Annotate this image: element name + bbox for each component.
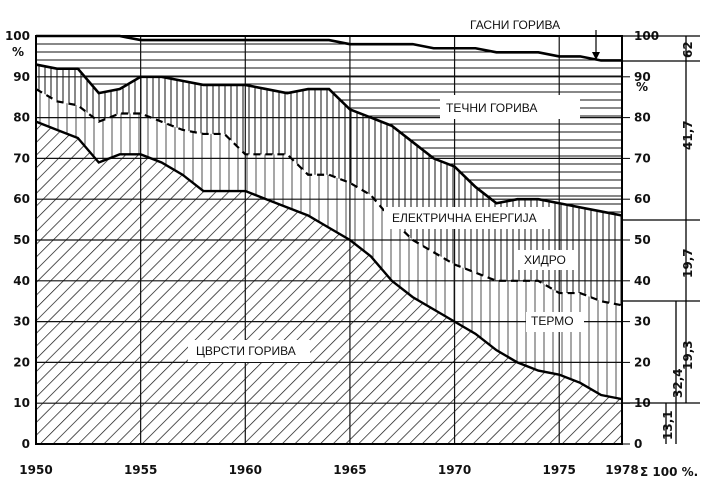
bracket-label-solid-lower: 13,1	[661, 410, 675, 440]
label-gas-fuels: ГАСНИ ГОРИВА	[470, 18, 560, 32]
left-tick-label: 10	[13, 396, 30, 410]
area-1	[36, 121, 622, 445]
x-tick-label: 1978	[605, 463, 638, 477]
area-6	[36, 36, 622, 61]
x-tick-label: 1960	[229, 463, 262, 477]
left-tick-label: 40	[13, 274, 30, 288]
left-tick-label: 50	[13, 233, 30, 247]
x-tick-label: 1970	[438, 463, 471, 477]
left-tick-label: 80	[13, 111, 30, 125]
series-line-1	[35, 120, 623, 401]
bracket-label-electric: 19,7	[681, 248, 695, 278]
x-axis: 1950 1955 1960 1965 1970 1975 1978	[19, 463, 638, 477]
left-axis: 0 10 20 30 40 50 60 70 80 90 100	[5, 29, 30, 451]
right-tick-label: 70	[634, 151, 651, 165]
label-thermo: ТЕРМО	[531, 314, 574, 328]
left-tick-label: 70	[13, 151, 30, 165]
left-tick-label: 90	[13, 70, 30, 84]
right-axis-sum-label: Σ 100 %.	[640, 465, 698, 479]
x-tick-label: 1965	[333, 463, 366, 477]
x-tick-label: 1955	[124, 463, 157, 477]
label-hydro: ХИДРО	[524, 253, 566, 267]
right-tick-label: 50	[634, 233, 651, 247]
right-tick-label: 60	[634, 192, 651, 206]
area-5	[36, 36, 622, 216]
x-tick-label: 1950	[19, 463, 52, 477]
series-lines	[35, 34, 623, 401]
bracket-label-solid: 32,4	[671, 368, 685, 398]
left-tick-label: 60	[13, 192, 30, 206]
left-tick-label: 100	[5, 29, 30, 43]
label-liquid-fuels: ТЕЧНИ ГОРИВА	[446, 101, 537, 115]
left-axis-unit: %	[12, 45, 24, 59]
series-line-5	[36, 34, 622, 62]
bracket-label-gas: 62	[681, 41, 695, 58]
right-brackets	[622, 35, 700, 444]
left-tick-label: 20	[13, 355, 30, 369]
right-tick-label: 80	[634, 111, 651, 125]
right-axis-unit-top: %	[636, 80, 648, 94]
area-3	[36, 64, 622, 306]
gas-label-arrowhead	[592, 52, 600, 60]
right-tick-label: 30	[634, 315, 651, 329]
label-electric-energy: ЕЛЕКТРИЧНА ЕНЕРГИЈА	[392, 211, 537, 225]
x-tick-label: 1975	[543, 463, 576, 477]
label-solid-fuels: ЦВРСТИ ГОРИВА	[196, 344, 296, 358]
series-line-2	[35, 88, 623, 307]
left-tick-label: 30	[13, 315, 30, 329]
right-tick-label: 40	[634, 274, 651, 288]
series-line-3	[35, 63, 623, 217]
bracket-label-solid-upper: 19,3	[681, 340, 695, 370]
right-tick-label: 90	[634, 70, 651, 84]
right-tick-label: 0	[634, 437, 642, 451]
left-tick-label: 0	[22, 437, 30, 451]
bracket-label-liquid: 41,7	[681, 120, 695, 150]
right-tick-label: 20	[634, 355, 651, 369]
